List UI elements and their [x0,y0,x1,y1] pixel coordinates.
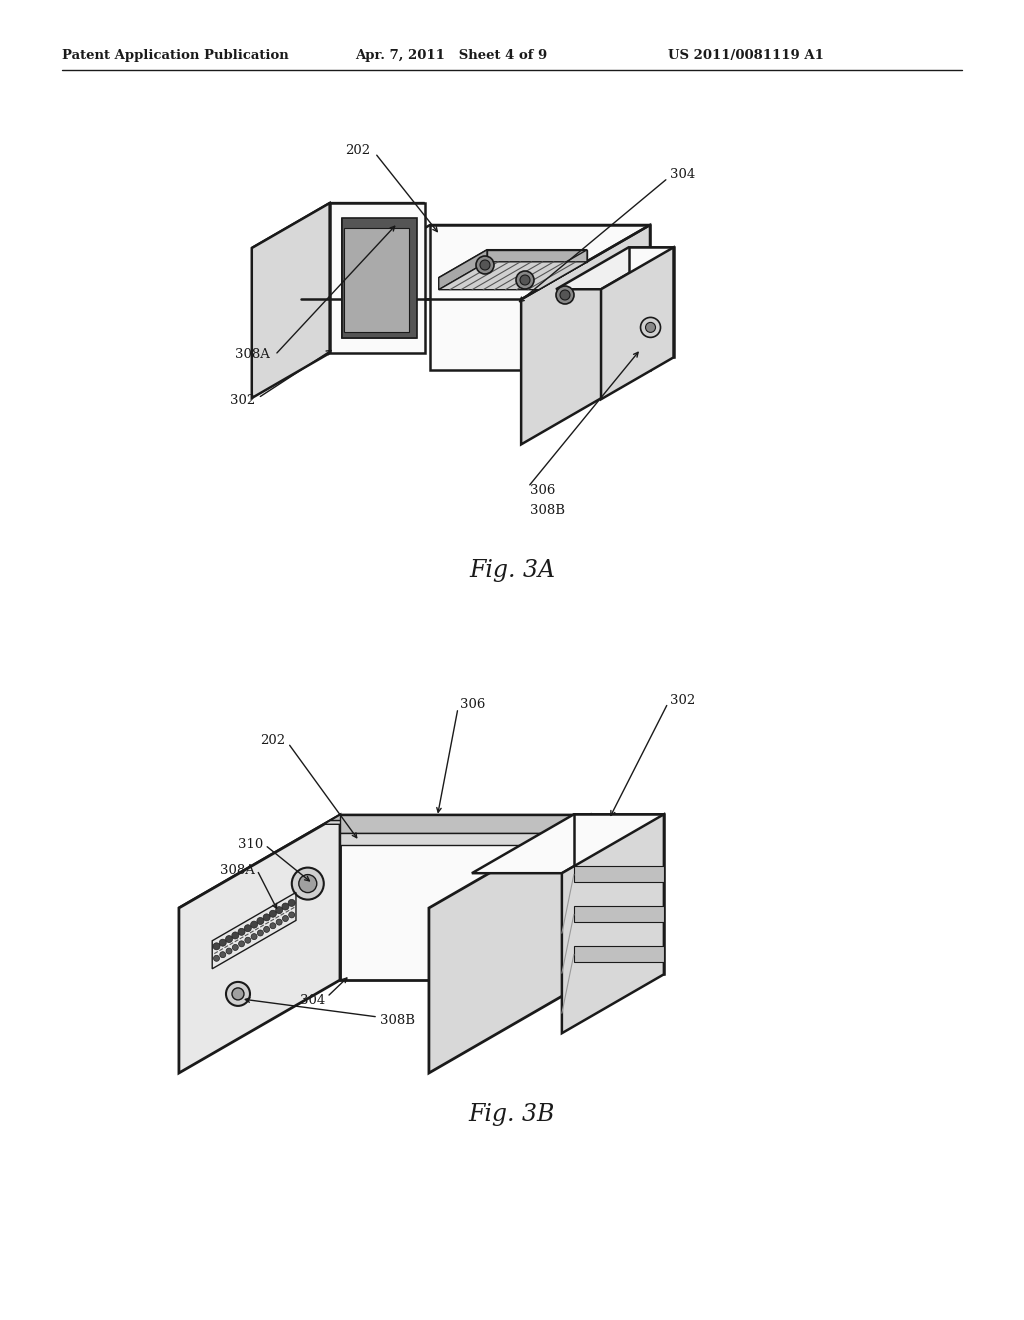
Circle shape [220,952,225,958]
Circle shape [214,956,219,961]
Circle shape [238,928,245,936]
Circle shape [239,941,245,946]
Polygon shape [539,249,587,289]
Text: 202: 202 [345,144,370,157]
Text: 306: 306 [530,483,555,496]
Polygon shape [331,814,590,821]
Circle shape [289,912,295,917]
Circle shape [213,942,220,950]
Circle shape [263,913,270,921]
Circle shape [231,932,239,939]
Text: 302: 302 [670,693,695,706]
Polygon shape [301,224,650,300]
Text: 308A: 308A [236,348,270,362]
Circle shape [556,286,574,304]
Polygon shape [629,247,674,358]
Polygon shape [340,814,590,833]
Circle shape [476,256,494,275]
Circle shape [516,271,534,289]
Polygon shape [573,946,664,962]
Polygon shape [179,814,340,1073]
Polygon shape [342,331,417,338]
Polygon shape [438,249,487,289]
Text: US 2011/0081119 A1: US 2011/0081119 A1 [668,49,824,62]
Text: 310: 310 [238,838,263,851]
Circle shape [245,937,251,944]
Circle shape [480,260,490,271]
Polygon shape [573,907,664,923]
Polygon shape [573,866,664,882]
Circle shape [520,275,530,285]
Polygon shape [344,227,409,331]
Circle shape [283,916,289,921]
Text: Fig. 3B: Fig. 3B [469,1104,555,1126]
Text: 304: 304 [300,994,325,1006]
Polygon shape [324,821,581,824]
Text: 306: 306 [460,698,485,711]
Circle shape [226,948,232,954]
Polygon shape [429,814,590,1073]
Text: 202: 202 [260,734,285,747]
Circle shape [263,927,269,932]
Circle shape [269,911,276,917]
Polygon shape [330,203,425,354]
Polygon shape [342,218,344,338]
Polygon shape [601,247,674,399]
Circle shape [257,917,264,924]
Circle shape [232,987,244,1001]
Circle shape [226,982,250,1006]
Polygon shape [179,814,590,908]
Circle shape [641,317,660,338]
Circle shape [288,899,295,907]
Text: Patent Application Publication: Patent Application Publication [62,49,289,62]
Polygon shape [521,224,650,445]
Circle shape [251,921,258,928]
Text: 302: 302 [229,393,255,407]
Polygon shape [472,814,664,874]
Circle shape [251,933,257,940]
Polygon shape [556,247,674,289]
Circle shape [645,322,655,333]
Polygon shape [340,833,590,845]
Circle shape [257,931,263,936]
Polygon shape [438,249,587,277]
Text: 304: 304 [670,169,695,181]
Circle shape [560,290,570,300]
Circle shape [299,875,316,892]
Circle shape [276,919,283,925]
Polygon shape [430,224,650,370]
Polygon shape [340,814,590,979]
Circle shape [282,903,289,909]
Text: 308B: 308B [380,1014,415,1027]
Circle shape [275,907,283,913]
Circle shape [245,925,251,932]
Polygon shape [573,814,664,974]
Circle shape [292,867,324,900]
Circle shape [219,940,226,946]
Polygon shape [438,261,587,289]
Polygon shape [252,203,330,399]
Circle shape [270,923,275,929]
Circle shape [232,944,239,950]
Polygon shape [487,249,587,261]
Polygon shape [342,218,417,338]
Circle shape [225,936,232,942]
Text: Apr. 7, 2011   Sheet 4 of 9: Apr. 7, 2011 Sheet 4 of 9 [355,49,547,62]
Text: Fig. 3A: Fig. 3A [469,558,555,582]
Text: 308A: 308A [220,863,255,876]
Text: 308B: 308B [530,503,565,516]
Polygon shape [252,203,425,248]
Polygon shape [562,814,664,1034]
